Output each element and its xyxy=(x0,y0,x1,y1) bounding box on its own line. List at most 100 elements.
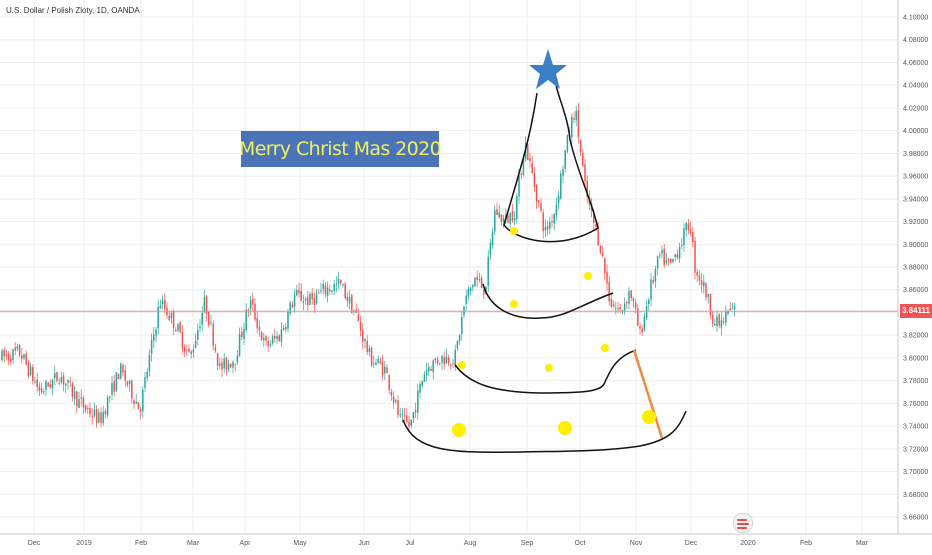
candle xyxy=(674,253,676,262)
candle-body xyxy=(93,409,96,417)
candle-body xyxy=(89,408,91,415)
candle-body xyxy=(579,139,582,153)
candle-body xyxy=(509,213,511,224)
candle-body xyxy=(549,221,551,229)
candle xyxy=(432,358,434,380)
candle-body xyxy=(650,279,652,300)
candle-body xyxy=(117,374,120,380)
candle-body xyxy=(104,410,107,415)
y-tick-label: 4.06000 xyxy=(903,60,928,67)
candle xyxy=(557,190,560,210)
candle xyxy=(23,353,25,361)
candle-body xyxy=(333,284,335,291)
candle xyxy=(89,402,91,418)
candle xyxy=(159,299,162,310)
candle-body xyxy=(329,289,331,291)
candle-body xyxy=(619,307,621,310)
candle xyxy=(612,300,615,307)
candle xyxy=(38,382,41,397)
candle-body xyxy=(542,212,544,232)
candle-body xyxy=(322,284,324,290)
candle xyxy=(3,346,5,363)
candle xyxy=(60,371,63,385)
candle-body xyxy=(278,335,280,342)
candle-body xyxy=(128,380,131,384)
tradingview-logo-icon[interactable] xyxy=(733,513,753,533)
ornament xyxy=(545,364,553,372)
candle xyxy=(700,273,703,293)
candle xyxy=(197,323,199,346)
candle-body xyxy=(498,212,500,218)
tree-outline-top xyxy=(503,81,599,243)
candle xyxy=(205,294,208,322)
price-axis[interactable]: 4.10000 4.08000 4.06000 4.04000 4.02000 4.000… xyxy=(903,15,928,522)
candle-body xyxy=(397,400,399,416)
candle-body xyxy=(203,296,206,312)
candle xyxy=(621,309,624,315)
candle xyxy=(555,197,558,221)
candle xyxy=(465,289,467,311)
ornament xyxy=(458,361,466,369)
time-axis[interactable]: Dec 2019 Feb Mar Apr May Jun Jul Aug Sep Oct Nov Dec… xyxy=(28,540,869,547)
candle-body xyxy=(496,209,498,215)
candle xyxy=(311,287,313,305)
candle-body xyxy=(324,285,327,294)
y-tick-label: 3.92000 xyxy=(903,219,928,226)
candle xyxy=(271,334,274,346)
candle xyxy=(571,113,573,146)
candle xyxy=(296,284,298,297)
candle xyxy=(434,357,437,364)
logo-stripe xyxy=(737,527,747,529)
candle xyxy=(608,275,610,306)
candle-body xyxy=(276,335,278,340)
candle-body xyxy=(285,326,287,330)
candle-body xyxy=(27,362,30,377)
candle-body xyxy=(139,409,142,413)
candle-body xyxy=(302,301,305,303)
candle xyxy=(551,214,553,228)
candle xyxy=(626,300,628,310)
candle xyxy=(335,276,338,292)
candle-body xyxy=(544,226,547,231)
candle xyxy=(417,383,419,420)
y-tick-label: 3.98000 xyxy=(903,151,928,158)
candle-body xyxy=(604,257,606,274)
candle xyxy=(346,292,349,308)
candle-body xyxy=(271,336,274,344)
candle-body xyxy=(538,200,540,203)
candle xyxy=(69,376,71,388)
symbol-label: U.S. Dollar / Polish Zloty, 1D, OANDA xyxy=(6,6,140,15)
candle-body xyxy=(1,350,3,361)
candle-body xyxy=(142,389,144,412)
candle-body xyxy=(401,414,404,416)
candle-body xyxy=(441,355,443,363)
candle-body xyxy=(414,410,417,413)
candle-body xyxy=(652,279,654,283)
candle xyxy=(665,252,668,266)
candle xyxy=(403,408,406,422)
candle-body xyxy=(36,379,38,388)
candle-body xyxy=(311,292,313,300)
candle xyxy=(513,210,516,226)
candle xyxy=(476,270,478,287)
candle-body xyxy=(34,381,36,383)
candle xyxy=(293,289,296,313)
grid-lines xyxy=(0,0,898,534)
candle-body xyxy=(84,405,87,410)
candle xyxy=(186,344,188,357)
y-tick-label: 3.88000 xyxy=(903,264,928,271)
candle xyxy=(373,355,375,369)
candle xyxy=(645,300,648,321)
candle-body xyxy=(60,377,63,383)
candle xyxy=(531,156,533,175)
candle-body xyxy=(269,344,272,346)
candle xyxy=(425,362,428,382)
candle xyxy=(126,380,129,388)
candle-body xyxy=(628,290,630,304)
y-tick-label: 4.10000 xyxy=(903,15,928,22)
candle xyxy=(146,367,148,382)
candle-body xyxy=(606,271,608,284)
candle-body xyxy=(214,347,217,352)
